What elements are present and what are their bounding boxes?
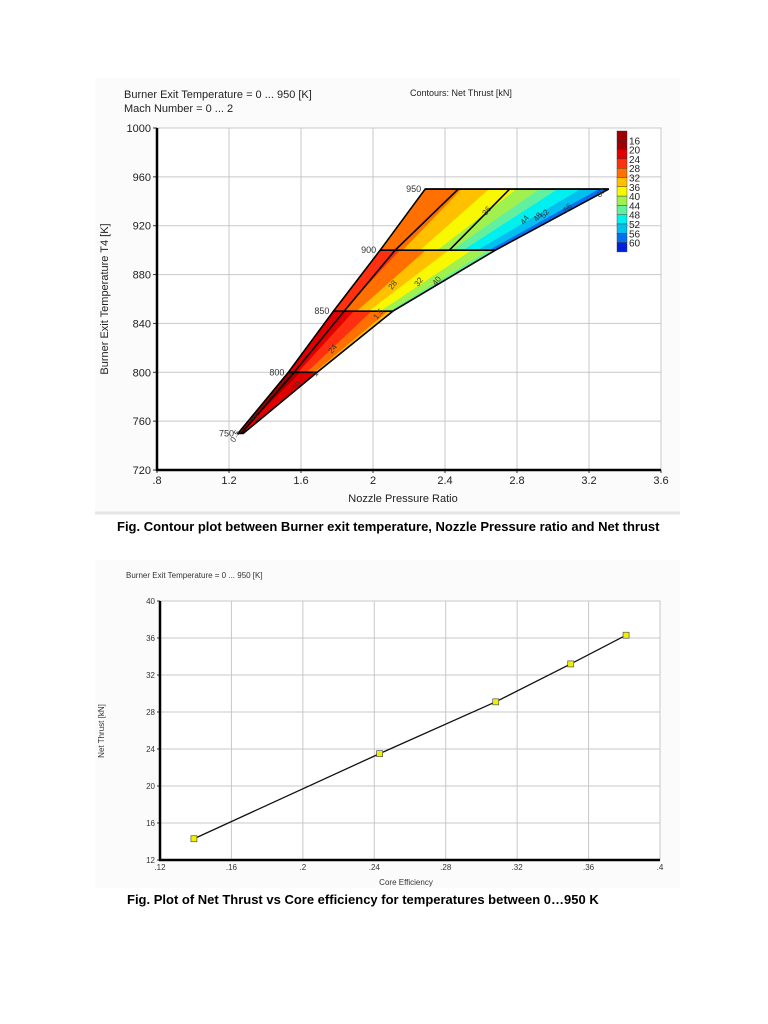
temperature-line-label: 750: [219, 428, 234, 438]
mach-line: [240, 188, 459, 434]
y-tick-label: 32: [146, 671, 155, 680]
legend-label: 20: [629, 146, 641, 157]
x-tick-label: .24: [369, 863, 381, 872]
x-tick-label: .4: [657, 863, 664, 872]
axes: .8 1.2 1.6 2 2.4 2.8 3.2 3.6 720 760 800 840 880 920 9…: [127, 123, 669, 487]
y-tick-label: 960: [133, 172, 151, 184]
y-tick-label: 840: [133, 318, 151, 330]
x-tick-label: 1.2: [221, 475, 236, 487]
data-series: [190, 631, 630, 843]
x-tick-label: .36: [583, 863, 595, 872]
y-tick-label: 24: [146, 745, 155, 754]
chart-subtitle-temperature: Burner Exit Temperature = 0 ... 950 [K]: [124, 89, 312, 101]
y-tick-label: 20: [146, 782, 155, 791]
chart-subtitle-mach: Mach Number = 0 ... 2: [124, 103, 233, 115]
data-point-marker: [190, 835, 198, 843]
y-tick-label: 760: [133, 416, 151, 428]
x-tick-label: 2.4: [437, 475, 452, 487]
y-axis-label: Burner Exit Temperature T4 [K]: [99, 223, 111, 374]
legend-label: 24: [629, 155, 641, 166]
data-point-marker: [492, 698, 500, 706]
legend-swatch: [616, 242, 628, 253]
x-tick-label: .16: [226, 863, 238, 872]
legend-swatch: [616, 186, 628, 197]
grid: [159, 600, 661, 861]
plot-area: [160, 601, 660, 860]
x-tick-label: 3.6: [653, 475, 668, 487]
contour-label: 1: [310, 369, 320, 378]
legend-swatch: [616, 223, 628, 234]
y-tick-label: 40: [146, 597, 155, 606]
x-tick-label: 2: [370, 475, 376, 487]
contour-label: 0: [228, 435, 238, 444]
legend-label: 28: [629, 164, 641, 175]
line-chart: Burner Exit Temperature = 0 ... 950 [K] …: [97, 571, 664, 887]
legend-label: 60: [629, 239, 641, 250]
legend-swatch: [616, 214, 628, 225]
x-tick-label: 2.8: [509, 475, 524, 487]
x-tick-label: .12: [154, 863, 166, 872]
legend-label: 40: [629, 192, 641, 203]
contour-legend-title: Contours: Net Thrust [kN]: [410, 88, 512, 98]
legend-swatch: [616, 149, 628, 160]
contour-chart: Burner Exit Temperature = 0 ... 950 [K] …: [99, 88, 669, 505]
x-tick-label: 1.6: [293, 475, 308, 487]
data-point-marker: [376, 750, 383, 757]
y-tick-label: 800: [133, 367, 151, 379]
x-tick-label: .32: [512, 863, 524, 872]
x-tick-label: .8: [152, 475, 161, 487]
x-tick-label: .2: [300, 863, 307, 872]
x-axis-label: Core Efficiency: [379, 878, 433, 887]
chart-subtitle-temperature: Burner Exit Temperature = 0 ... 950 [K]: [126, 571, 263, 580]
y-tick-label: 12: [146, 856, 155, 865]
x-tick-label: 3.2: [581, 475, 596, 487]
legend-swatch: [616, 158, 628, 169]
y-tick-label: 720: [133, 465, 151, 477]
legend-swatch: [616, 233, 628, 243]
legend-label: 16: [629, 136, 641, 147]
legend-swatch: [616, 130, 628, 141]
y-tick-label: 1000: [127, 123, 151, 135]
temperature-line-label: 950: [406, 184, 421, 194]
legend-swatch: [616, 205, 628, 215]
legend-swatch: [616, 140, 628, 150]
legend-label: 56: [629, 229, 641, 240]
y-tick-label: 920: [133, 221, 151, 233]
legend-label: 32: [629, 174, 641, 185]
data-point-marker: [622, 631, 630, 639]
x-axis-label: Nozzle Pressure Ratio: [348, 493, 457, 505]
legend-label: 36: [629, 183, 641, 194]
legend-swatch: [616, 177, 628, 188]
x-tick-label: .28: [440, 863, 452, 872]
mach-line: [448, 188, 511, 251]
y-tick-label: 880: [133, 270, 151, 282]
legend-swatch: [616, 167, 628, 178]
figure-caption-line: Fig. Plot of Net Thrust vs Core efficien…: [127, 892, 599, 907]
legend-label: 52: [629, 220, 641, 231]
legend-swatch: [616, 195, 628, 206]
y-tick-label: 28: [146, 708, 155, 717]
temperature-line-label: 800: [269, 367, 284, 377]
y-axis-label: Net Thrust [kN]: [97, 704, 106, 758]
y-tick-label: 16: [146, 819, 155, 828]
temperature-line-label: 850: [314, 306, 329, 316]
contour-label: .5: [230, 428, 242, 439]
legend-label: 48: [629, 211, 641, 222]
legend-label: 44: [629, 201, 641, 212]
y-tick-label: 36: [146, 634, 155, 643]
axes: .12 .16 .2 .24 .28 .32 .36 .4 12 16 20 24 28 32 36 40: [146, 597, 664, 872]
data-point-marker: [567, 660, 575, 668]
temperature-line-label: 900: [361, 245, 376, 255]
figure-caption-contour: Fig. Contour plot between Burner exit te…: [117, 519, 660, 534]
